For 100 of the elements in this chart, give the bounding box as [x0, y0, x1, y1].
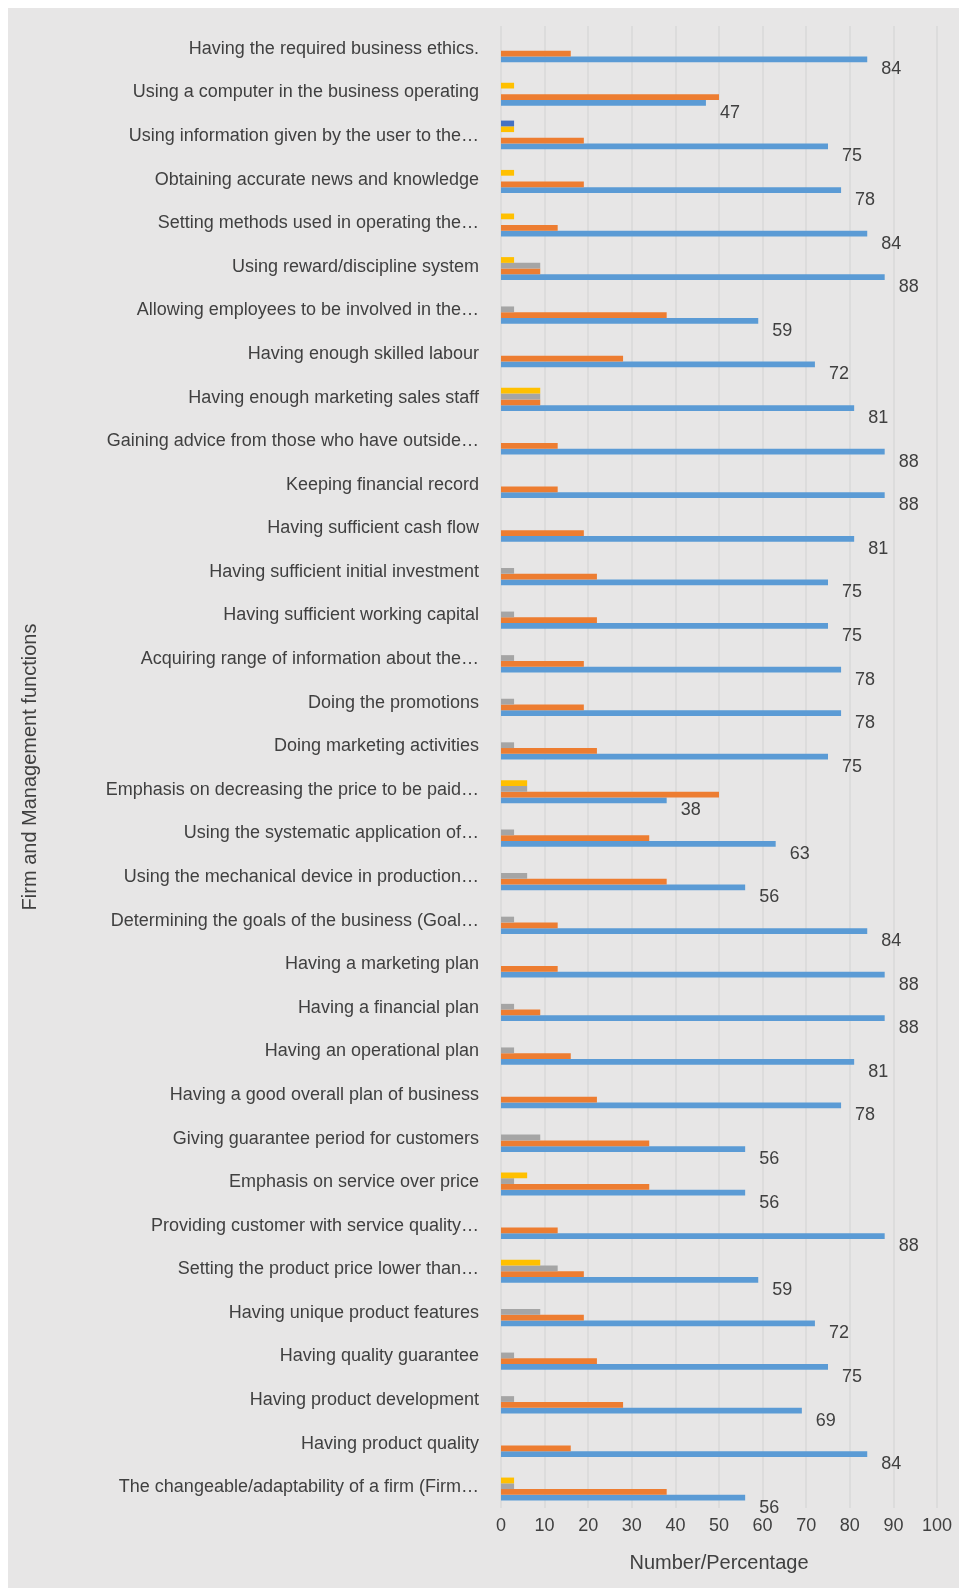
data-label: 88 — [898, 1235, 919, 1256]
bar — [501, 1276, 759, 1283]
y-tick-label: Using a computer in the business operating — [132, 81, 479, 102]
bar — [501, 1358, 597, 1365]
y-tick-label: Determining the goals of the business (Goal… — [110, 909, 479, 930]
bar — [501, 1172, 528, 1179]
x-tick-label: 60 — [752, 1515, 773, 1535]
y-tick-label: Setting methods used in operating the… — [157, 212, 479, 233]
bar — [501, 797, 667, 804]
bar — [501, 753, 828, 760]
bar — [501, 1483, 515, 1490]
bar — [501, 1047, 515, 1054]
data-label: 84 — [881, 58, 902, 79]
bar — [501, 56, 868, 63]
bar — [501, 835, 650, 842]
y-tick-label: The changeable/adaptability of a firm (Firm… — [118, 1476, 479, 1497]
bar — [501, 1320, 815, 1327]
bar — [501, 225, 558, 231]
data-label: 47 — [719, 101, 740, 122]
y-tick-label: Having product quality — [300, 1432, 479, 1453]
data-label: 56 — [759, 1148, 780, 1169]
bar — [501, 442, 558, 449]
x-tick-label: 100 — [921, 1515, 953, 1535]
data-label: 59 — [772, 319, 793, 340]
bar — [501, 841, 776, 847]
bar — [501, 1146, 746, 1152]
bar — [501, 1140, 650, 1147]
data-label: 56 — [759, 1191, 780, 1212]
data-label: 56 — [759, 886, 780, 907]
y-tick-label: Acquiring range of information about the… — [140, 648, 479, 669]
bar — [501, 1096, 597, 1103]
data-label: 81 — [868, 537, 889, 558]
bar — [501, 1015, 885, 1022]
data-label: 75 — [842, 581, 863, 602]
y-tick-label: Having sufficient cash flow — [267, 517, 480, 538]
data-label: 88 — [898, 973, 919, 994]
y-tick-label: Having a financial plan — [297, 996, 479, 1017]
y-tick-label: Having unique product features — [228, 1301, 479, 1322]
bar — [501, 623, 828, 629]
y-tick-label: Setting the product price lower than… — [177, 1258, 479, 1279]
bar — [501, 1489, 667, 1495]
y-tick-label: Having enough marketing sales staff — [188, 386, 480, 407]
y-axis-title: Firm and Management functions — [18, 623, 40, 911]
x-tick-label: 30 — [621, 1515, 642, 1535]
bar — [501, 535, 855, 542]
bar — [501, 399, 541, 406]
bar — [501, 169, 515, 176]
bar — [501, 94, 719, 101]
bar — [501, 230, 868, 237]
bar — [501, 312, 667, 318]
bar — [501, 1183, 650, 1190]
bar — [501, 530, 584, 536]
bar — [501, 660, 584, 667]
data-label: 84 — [881, 1453, 902, 1474]
data-label: 84 — [881, 232, 902, 253]
bar — [501, 971, 885, 978]
x-tick-label: 90 — [883, 1515, 904, 1535]
data-label: 75 — [842, 145, 863, 166]
bar — [501, 257, 515, 263]
data-label: 78 — [855, 712, 876, 733]
bar — [501, 1271, 584, 1277]
bar — [501, 1364, 828, 1370]
bar — [501, 780, 528, 786]
y-tick-label: Having an operational plan — [264, 1040, 479, 1061]
bar — [501, 1053, 571, 1059]
bar — [501, 387, 541, 394]
bar — [501, 655, 515, 661]
y-tick-label: Emphasis on decreasing the price to be paid… — [105, 778, 479, 799]
bar — [501, 355, 624, 362]
bar — [501, 82, 515, 89]
bar — [501, 1494, 746, 1501]
bar — [501, 1178, 515, 1184]
data-label: 88 — [898, 450, 919, 471]
y-tick-label: Using reward/discipline system — [231, 255, 479, 276]
bar — [501, 1445, 571, 1452]
y-tick-label: Having the required business ethics. — [188, 37, 479, 58]
data-label: 63 — [789, 842, 810, 863]
y-tick-label: Having sufficient initial investment — [209, 560, 479, 581]
data-label: 88 — [898, 494, 919, 515]
x-tick-label: 20 — [578, 1515, 599, 1535]
y-tick-label: Keeping financial record — [285, 473, 479, 494]
data-label: 69 — [815, 1409, 836, 1430]
bar — [501, 317, 759, 324]
x-tick-label: 0 — [495, 1515, 507, 1535]
y-tick-label: Using information given by the user to the… — [128, 124, 479, 145]
y-tick-label: Using the systematic application of… — [183, 822, 479, 843]
data-label: 88 — [898, 1017, 919, 1038]
bar — [501, 1003, 515, 1010]
x-axis-title: Number/Percentage — [629, 1551, 809, 1573]
bar — [501, 878, 667, 885]
y-tick-label: Having a good overall plan of business — [169, 1083, 479, 1104]
bar — [501, 1451, 868, 1457]
data-label: 78 — [855, 189, 876, 210]
y-tick-label: Using the mechanical device in production… — [123, 865, 479, 886]
bar — [501, 187, 842, 193]
bar — [501, 748, 597, 754]
data-label: 75 — [842, 755, 863, 776]
y-tick-label: Emphasis on service over price — [228, 1171, 479, 1192]
bar — [501, 1233, 885, 1240]
data-label: 81 — [868, 1060, 889, 1081]
